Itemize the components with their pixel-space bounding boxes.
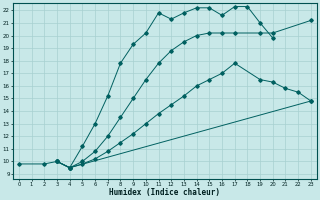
- X-axis label: Humidex (Indice chaleur): Humidex (Indice chaleur): [109, 188, 220, 197]
